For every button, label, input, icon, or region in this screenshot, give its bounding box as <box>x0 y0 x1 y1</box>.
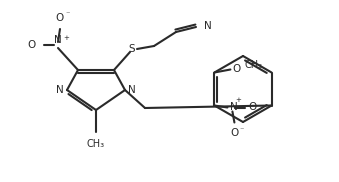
Text: O: O <box>28 40 36 50</box>
Text: O: O <box>248 102 257 112</box>
Text: N: N <box>56 85 64 95</box>
Text: +: + <box>235 96 241 102</box>
Text: O: O <box>233 64 241 74</box>
Text: N: N <box>231 102 238 112</box>
Text: N: N <box>204 21 212 31</box>
Text: N: N <box>54 35 62 45</box>
Text: ⁻: ⁻ <box>65 9 69 18</box>
Text: +: + <box>63 35 69 41</box>
Text: N: N <box>128 85 136 95</box>
Text: CH₃: CH₃ <box>244 60 262 70</box>
Text: O: O <box>56 13 64 23</box>
Text: S: S <box>129 44 135 54</box>
Text: ⁻: ⁻ <box>239 126 244 134</box>
Text: O: O <box>230 128 239 139</box>
Text: CH₃: CH₃ <box>87 139 105 149</box>
